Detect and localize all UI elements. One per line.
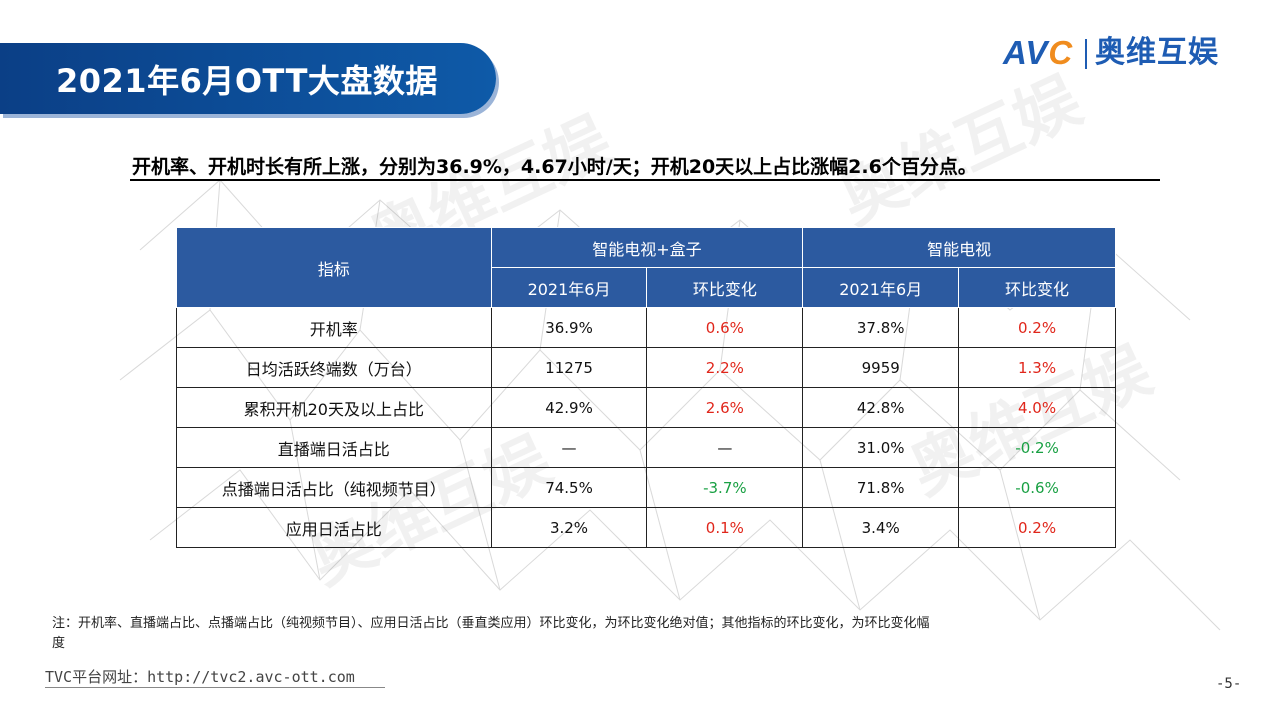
kpi-table: 指标 智能电视+盒子 智能电视 2021年6月 环比变化 2021年6月 环比变… <box>176 227 1116 548</box>
value-cell: — <box>490 427 648 468</box>
change-cell: 0.2% <box>958 507 1116 548</box>
table-row: 开机率 36.9% 0.6% 37.8% 0.2% <box>176 307 1116 348</box>
change-cell: -0.6% <box>958 467 1116 508</box>
brand-logo-cn: 奥维互娱 <box>1095 35 1219 70</box>
subheader-change: 环比变化 <box>958 267 1116 308</box>
subheader-month: 2021年6月 <box>802 267 960 308</box>
value-cell: 11275 <box>490 347 648 388</box>
change-cell: 4.0% <box>958 387 1116 428</box>
change-cell: 0.1% <box>646 507 804 548</box>
metric-cell: 点播端日活占比（纯视频节目） <box>176 467 492 508</box>
page-number: -5- <box>1216 676 1242 692</box>
value-cell: 42.9% <box>490 387 648 428</box>
change-cell: -3.7% <box>646 467 804 508</box>
change-cell: 0.6% <box>646 307 804 348</box>
brand-logo: AVC 奥维互娱 <box>1003 33 1253 73</box>
value-cell: 3.4% <box>802 507 960 548</box>
metric-cell: 应用日活占比 <box>176 507 492 548</box>
watermark: 奥维互娱 <box>828 63 1093 240</box>
headline-underline <box>130 179 1160 181</box>
title-banner <box>0 43 496 114</box>
change-cell: 2.2% <box>646 347 804 388</box>
subheader-change: 环比变化 <box>646 267 804 308</box>
change-cell: 1.3% <box>958 347 1116 388</box>
change-cell: — <box>646 427 804 468</box>
table-row: 日均活跃终端数（万台） 11275 2.2% 9959 1.3% <box>176 347 1116 388</box>
value-cell: 3.2% <box>490 507 648 548</box>
value-cell: 42.8% <box>802 387 960 428</box>
change-cell: -0.2% <box>958 427 1116 468</box>
table-row: 累积开机20天及以上占比 42.9% 2.6% 42.8% 4.0% <box>176 387 1116 428</box>
platform-url[interactable]: TVC平台网址：http://tvc2.avc-ott.com <box>45 668 355 686</box>
change-cell: 0.2% <box>958 307 1116 348</box>
brand-logo-en: AVC <box>1003 34 1074 71</box>
value-cell: 9959 <box>802 347 960 388</box>
metric-cell: 日均活跃终端数（万台） <box>176 347 492 388</box>
metric-cell: 累积开机20天及以上占比 <box>176 387 492 428</box>
metric-cell: 开机率 <box>176 307 492 348</box>
value-cell: 37.8% <box>802 307 960 348</box>
subheader-month: 2021年6月 <box>490 267 648 308</box>
platform-underline <box>45 687 385 688</box>
value-cell: 74.5% <box>490 467 648 508</box>
metric-cell: 直播端日活占比 <box>176 427 492 468</box>
page-title: 2021年6月OTT大盘数据 <box>56 62 438 100</box>
logo-divider <box>1085 39 1087 69</box>
table-row: 应用日活占比 3.2% 0.1% 3.4% 0.2% <box>176 507 1116 548</box>
header-metric: 指标 <box>176 227 492 308</box>
value-cell: 71.8% <box>802 467 960 508</box>
change-cell: 2.6% <box>646 387 804 428</box>
table-row: 直播端日活占比 — —31.0% -0.2% <box>176 427 1116 468</box>
header-group-tv-box: 智能电视+盒子 <box>490 227 804 268</box>
footnote: 注：开机率、直播端占比、点播端占比（纯视频节目）、应用日活占比（垂直类应用）环比… <box>52 616 930 651</box>
header-group-tv: 智能电视 <box>802 227 1116 268</box>
headline: 开机率、开机时长有所上涨，分别为36.9%，4.67小时/天；开机20天以上占比… <box>132 156 977 178</box>
table-row: 点播端日活占比（纯视频节目） 74.5% -3.7% 71.8% -0.6% <box>176 467 1116 508</box>
value-cell: 31.0% <box>802 427 960 468</box>
value-cell: 36.9% <box>490 307 648 348</box>
